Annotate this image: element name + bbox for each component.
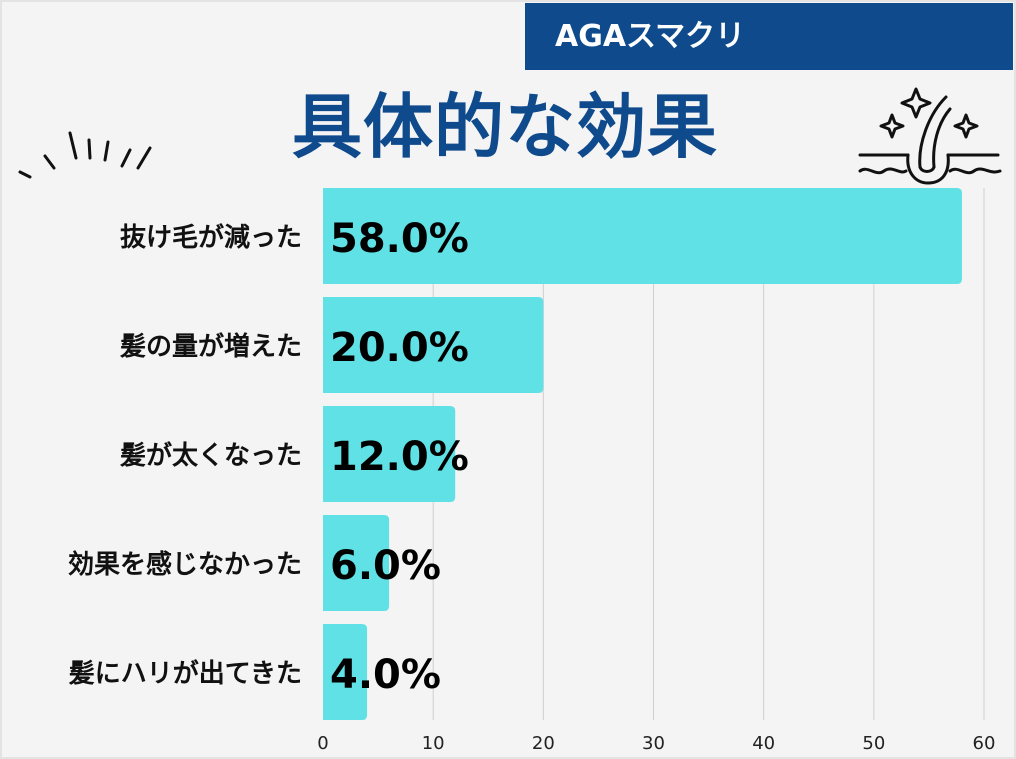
bar: [323, 624, 368, 720]
brand-label: AGAスマクリ: [555, 19, 746, 54]
data-label: 58.0%: [330, 216, 469, 262]
data-label: 12.0%: [330, 434, 469, 480]
bar: [323, 515, 390, 611]
x-tick-label: 30: [642, 733, 665, 754]
brand-banner: AGAスマクリ: [525, 3, 1013, 70]
x-tick-label: 10: [422, 733, 445, 754]
bar: [323, 297, 544, 393]
category-label: 効果を感じなかった: [68, 549, 302, 580]
x-tick-label: 60: [973, 733, 996, 754]
bar: [323, 188, 962, 284]
category-label: 髪が太くなった: [119, 440, 302, 471]
hair-follicle-sparkle-icon: [858, 87, 1002, 185]
data-label: 4.0%: [330, 652, 441, 698]
data-label: 6.0%: [330, 543, 441, 589]
category-label: 抜け毛が減った: [120, 222, 302, 253]
burst-lines-icon: [18, 131, 152, 179]
x-tick-label: 0: [317, 733, 328, 754]
category-label: 髪にハリが出てきた: [68, 658, 302, 689]
category-label: 髪の量が増えた: [119, 331, 302, 362]
page-title: 具体的な効果: [292, 86, 718, 168]
data-label: 20.0%: [330, 325, 469, 371]
x-tick-label: 40: [752, 733, 775, 754]
x-tick-label: 20: [532, 733, 555, 754]
x-tick-label: 50: [862, 733, 885, 754]
bar: [323, 406, 456, 502]
